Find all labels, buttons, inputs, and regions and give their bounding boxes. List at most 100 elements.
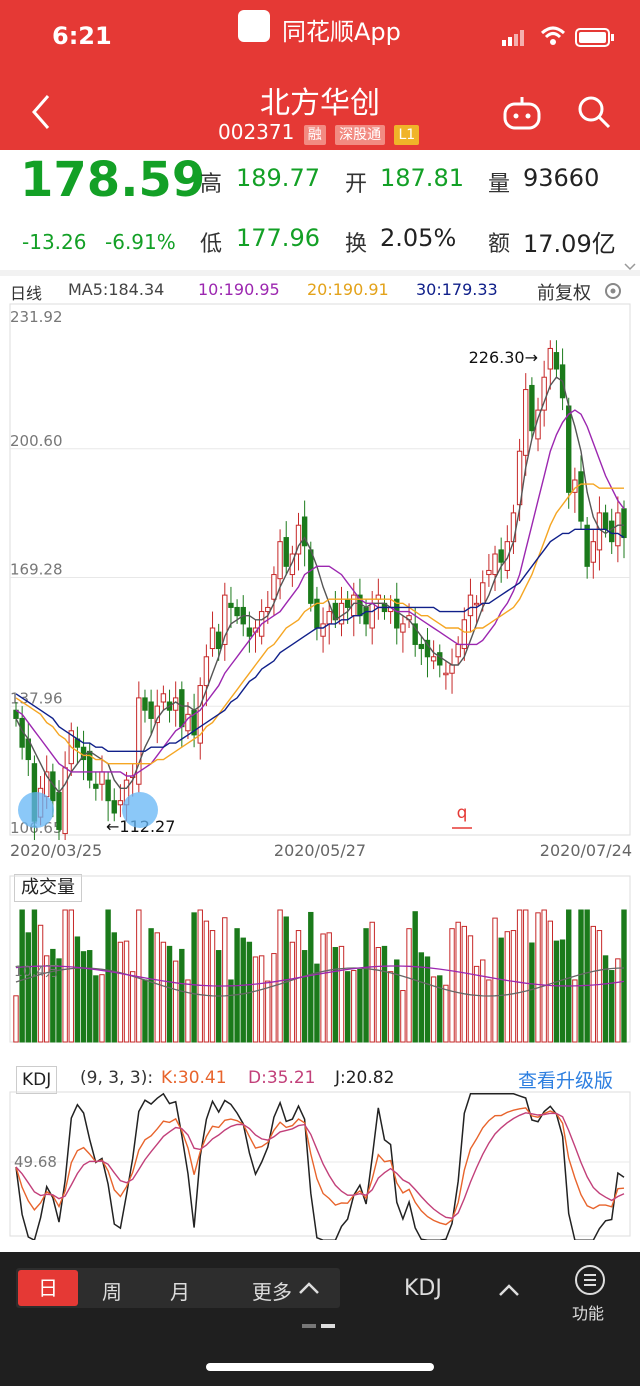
candle-body (584, 524, 590, 567)
volume-bar (160, 941, 167, 1043)
upgrade-link[interactable]: 查看升级版 (518, 1070, 614, 1092)
volume-bar (111, 932, 117, 1043)
tab-week[interactable]: 周 (102, 1280, 122, 1304)
volume-bar (529, 942, 535, 1043)
page-dot-1 (302, 1324, 316, 1328)
volume-bar (326, 932, 332, 1043)
volume-bar (461, 925, 468, 1043)
volume-bar (301, 950, 308, 1043)
tab-month[interactable]: 月 (170, 1280, 190, 1304)
price-change: -13.26 (22, 230, 87, 254)
volume-bar (369, 921, 375, 1043)
expand-chevron-icon[interactable] (624, 256, 636, 275)
menu-icon[interactable] (574, 1264, 606, 1300)
volume-bar (498, 937, 504, 1043)
volume-bar (400, 990, 406, 1043)
volume-bar (99, 974, 105, 1043)
tab-day[interactable]: 日 (18, 1270, 78, 1306)
kdj-j-line (15, 1092, 625, 1240)
candle-body (136, 697, 142, 785)
volume-bar (105, 909, 111, 1043)
low-value: 177.96 (236, 224, 320, 252)
candle-body (234, 606, 240, 617)
settings-gear-icon[interactable] (602, 280, 624, 306)
volume-bar (344, 971, 351, 1043)
volume-bar (381, 945, 388, 1043)
volume-bar (473, 965, 480, 1043)
volume-bar (621, 909, 627, 1043)
candle-body (283, 537, 289, 567)
tab-day-label: 日 (38, 1276, 58, 1300)
volume-bar (142, 979, 148, 1043)
volume-label: 量 (488, 172, 511, 197)
tab-more[interactable]: 更多 (252, 1280, 292, 1304)
adjust-label[interactable]: 前复权 (537, 283, 591, 304)
candle-body (111, 800, 117, 814)
volume-axis-label: 10.4万 (14, 964, 59, 980)
candle-body (473, 602, 480, 606)
volume-bar (504, 931, 511, 1043)
max-price-label: 226.30→ (469, 348, 538, 367)
volume-bar (486, 979, 492, 1043)
volume-bar (74, 936, 81, 1043)
period-label[interactable]: 日线 (10, 284, 43, 303)
badge-level: L1 (394, 125, 420, 145)
kdj-chart[interactable]: 49.68 (0, 1090, 640, 1240)
volume-bar (80, 951, 87, 1043)
volume-bar (394, 959, 400, 1043)
chevron-up-icon[interactable] (298, 1280, 320, 1299)
candle-body (498, 549, 504, 563)
candle-body (430, 656, 437, 662)
volume-bar (191, 912, 197, 1043)
ma-line-ma10 (15, 409, 625, 777)
candle-body (486, 569, 492, 576)
back-arrow-icon[interactable] (28, 92, 54, 132)
volume-bar (412, 911, 418, 1043)
candle-body (363, 606, 369, 625)
volume-bar (123, 940, 130, 1043)
volume-bar (93, 975, 99, 1043)
candle-body (99, 771, 105, 785)
candle-body (148, 701, 154, 719)
candle-body (160, 693, 167, 703)
robot-icon[interactable] (502, 94, 542, 130)
volume-bar (357, 968, 363, 1043)
candle-body (203, 656, 210, 687)
volume-bar (332, 947, 339, 1043)
volume-bar (566, 909, 572, 1043)
candle-body (289, 553, 296, 576)
home-indicator (206, 1363, 434, 1371)
indicator-chevron-up-icon[interactable] (498, 1282, 520, 1301)
candle-body (455, 643, 461, 658)
volume-bar (553, 940, 560, 1043)
candle-body (179, 689, 185, 728)
kdj-k: K:30.41 (161, 1068, 227, 1088)
candle-body (62, 767, 68, 835)
price-tick-label: 169.28 (10, 561, 63, 579)
date-end-label: 2020/07/24 (540, 841, 632, 860)
app-header: 6:21 同花顺App 北方华创 002371 融 深股通 L1 (0, 0, 640, 150)
volume-chart[interactable]: 10.4万 (0, 870, 640, 1046)
candlestick-chart[interactable]: 231.92200.60169.28137.96106.65226.30→←11… (0, 300, 640, 840)
volume-bar (615, 958, 621, 1043)
search-icon[interactable] (576, 94, 612, 130)
volume-bar (240, 937, 246, 1043)
volume-bar (129, 971, 136, 1043)
wifi-icon (540, 26, 566, 46)
function-label[interactable]: 功能 (572, 1304, 605, 1323)
kdj-params: (9, 3, 3): (80, 1068, 154, 1088)
high-label: 高 (200, 172, 223, 197)
candle-body (547, 347, 554, 370)
candle-body (215, 631, 222, 650)
chart-frame (9, 303, 631, 836)
candle-body (142, 697, 148, 711)
volume-bar (406, 928, 412, 1043)
indicator-button[interactable]: KDJ (404, 1276, 442, 1301)
kdj-title: KDJ (22, 1070, 52, 1090)
volume-bar (277, 909, 283, 1043)
candle-body (461, 619, 468, 650)
volume-bar (590, 925, 596, 1043)
volume-frame (9, 875, 631, 1043)
volume-bar (547, 920, 554, 1043)
candle-body (602, 512, 609, 530)
